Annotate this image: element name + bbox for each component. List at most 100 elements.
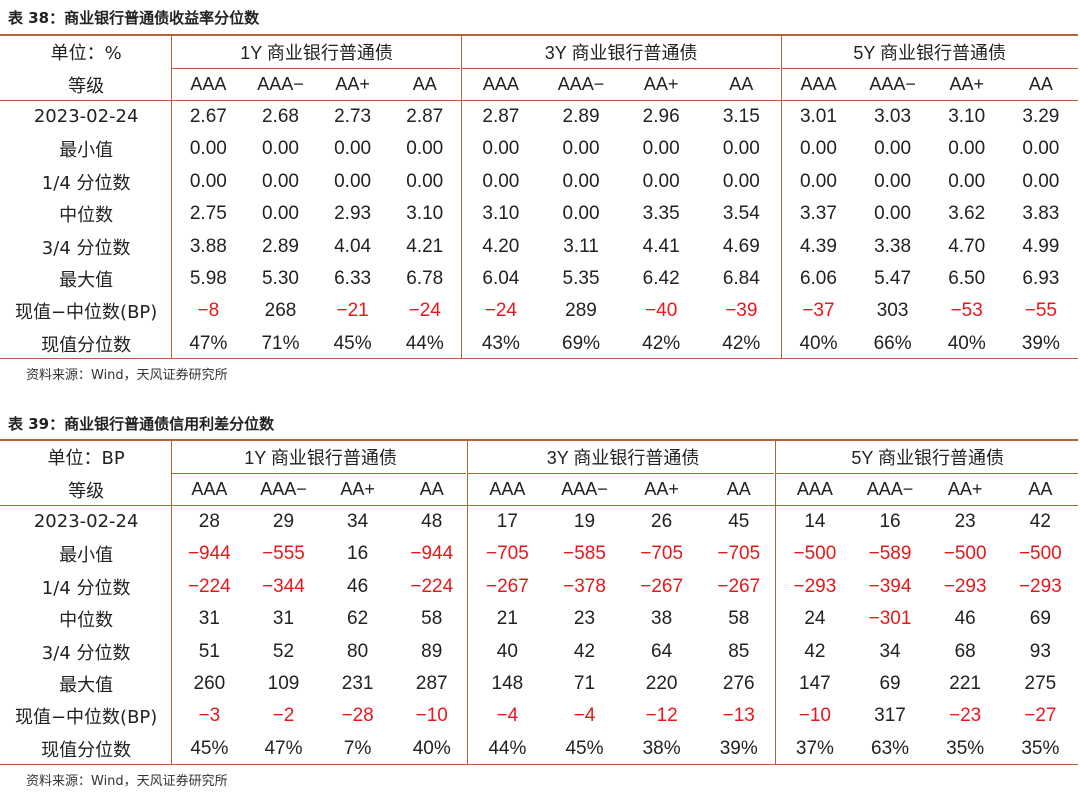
table-cell: 66% <box>873 332 912 354</box>
table-top-rule <box>0 439 1078 441</box>
grade-header: AAA− <box>257 74 304 95</box>
group-underline <box>776 473 1078 474</box>
row-label: 最小值 <box>59 140 114 162</box>
table-cell: 3.35 <box>642 203 680 225</box>
table-cell: 42 <box>573 640 596 662</box>
table-cell: 0.00 <box>948 170 986 192</box>
table-cell: 64 <box>651 640 673 662</box>
row-label: 现值−中位数(BP) <box>14 707 158 729</box>
table-cell: 14 <box>804 510 826 532</box>
table-cell: 4.21 <box>406 235 444 257</box>
table-cell: 0.00 <box>799 170 837 192</box>
table-cell: 0.00 <box>562 138 600 160</box>
table-cell: 45% <box>190 737 229 759</box>
table-cell: 0.00 <box>874 138 912 160</box>
table-cell: 2.75 <box>189 203 227 225</box>
grade-header: AA+ <box>947 479 983 500</box>
table-cell: 5.35 <box>562 267 600 289</box>
table-cell: 3.37 <box>799 203 837 225</box>
table-cell: −12 <box>645 705 678 727</box>
table-cell: 3.15 <box>722 105 760 127</box>
table-cell: 21 <box>496 608 518 630</box>
table-cell: 45% <box>333 332 372 354</box>
column-divider <box>781 36 782 359</box>
table-cell: 6.06 <box>799 267 837 289</box>
table-cell: −37 <box>802 300 835 322</box>
table-cell: 44% <box>405 332 444 354</box>
table-cell: 231 <box>341 672 374 694</box>
table-caption: 表 39：商业银行普通债信用利差分位数 <box>8 415 275 433</box>
table-cell: 44% <box>488 737 527 759</box>
table-cell: 0.00 <box>948 138 986 160</box>
table-cell: 0.00 <box>334 170 372 192</box>
table-cell: 63% <box>871 737 910 759</box>
table-cell: 89 <box>421 640 443 662</box>
group-underline <box>172 473 466 474</box>
table-cell: 7% <box>343 737 372 759</box>
group-header-1y: 1Y 商业银行普通债 <box>240 43 393 64</box>
table-cell: −705 <box>717 543 761 565</box>
table-cell: 43% <box>481 332 520 354</box>
table-row: 最大值 260 109 231 287 148 71 220 276 147 69 221 275 <box>0 668 1078 700</box>
header-bottom-rule <box>0 100 1078 101</box>
table-cell: 31 <box>272 608 295 630</box>
table-cell: 2.87 <box>482 105 520 127</box>
table-cell: −39 <box>725 300 758 322</box>
table-cell: −8 <box>197 300 220 322</box>
table-cell: 3.62 <box>948 203 986 225</box>
table-cell: 29 <box>272 510 295 532</box>
table-cell: 2.67 <box>189 105 227 127</box>
table-cell: 17 <box>496 510 518 532</box>
spread-percentile-table: 单位：BP 1Y 商业银行普通债 3Y 商业银行普通债 5Y 商业银行普通债 等… <box>0 441 1078 765</box>
table-cell: 276 <box>722 672 755 694</box>
table-cell: −301 <box>868 608 912 630</box>
table-cell: −224 <box>187 575 231 597</box>
table-cell: 2.89 <box>261 235 299 257</box>
table-cell: 16 <box>879 510 901 532</box>
table-cell: −27 <box>1024 705 1057 727</box>
table-cell: 80 <box>347 640 369 662</box>
grade-header: AAA− <box>561 479 608 500</box>
table-cell: 2.87 <box>406 105 444 127</box>
table-cell: 40 <box>496 640 518 662</box>
table-cell: 47% <box>264 737 303 759</box>
grade-header: AAA <box>489 479 526 500</box>
table-cell: 3.10 <box>482 203 520 225</box>
table-cell: 287 <box>415 672 448 694</box>
table-top-rule <box>0 34 1078 36</box>
table-row: 1/4 分位数 −224 −344 46 −224 −267 −378 −267 −267 −29… <box>0 571 1078 603</box>
table-cell: 31 <box>198 608 220 630</box>
table-cell: 268 <box>264 300 297 322</box>
table-row: 1/4 分位数 0.00 0.00 0.00 0.00 0.00 0.00 0.00 0.00 0… <box>0 166 1078 198</box>
table-cell: 0.00 <box>799 138 837 160</box>
table-cell: 0.00 <box>642 138 680 160</box>
table-cell: −293 <box>1018 575 1062 597</box>
grade-header: AAA <box>482 74 519 95</box>
grade-header: AAA− <box>260 479 307 500</box>
table-cell: −293 <box>943 575 987 597</box>
table-cell: 23 <box>954 510 976 532</box>
row-label: 现值−中位数(BP) <box>14 302 158 324</box>
table-cell: 19 <box>573 510 596 532</box>
table-cell: 42% <box>722 332 761 354</box>
source-note: 资料来源：Wind，天风证券研究所 <box>26 774 228 789</box>
table-caption: 表 38：商业银行普通债收益率分位数 <box>8 9 260 27</box>
grade-header: AA <box>419 479 444 500</box>
table-cell: 26 <box>651 510 673 532</box>
table-cell: 4.70 <box>948 235 986 257</box>
table-cell: 69% <box>562 332 601 354</box>
table-cell: 93 <box>1029 640 1051 662</box>
grade-header: AA <box>412 74 437 95</box>
grade-header: AA+ <box>335 74 370 95</box>
table-cell: 317 <box>874 705 906 727</box>
table-cell: 148 <box>491 672 524 694</box>
table-cell: 4.39 <box>799 235 837 257</box>
table-cell: 38 <box>651 608 673 630</box>
table-cell: 4.41 <box>642 235 680 257</box>
table-cell: −293 <box>793 575 837 597</box>
table-cell: 0.00 <box>1022 138 1060 160</box>
table-cell: −224 <box>410 575 454 597</box>
table-cell: 0.00 <box>562 203 600 225</box>
table-cell: 2.68 <box>261 105 299 127</box>
grade-header: AAA <box>800 74 837 95</box>
